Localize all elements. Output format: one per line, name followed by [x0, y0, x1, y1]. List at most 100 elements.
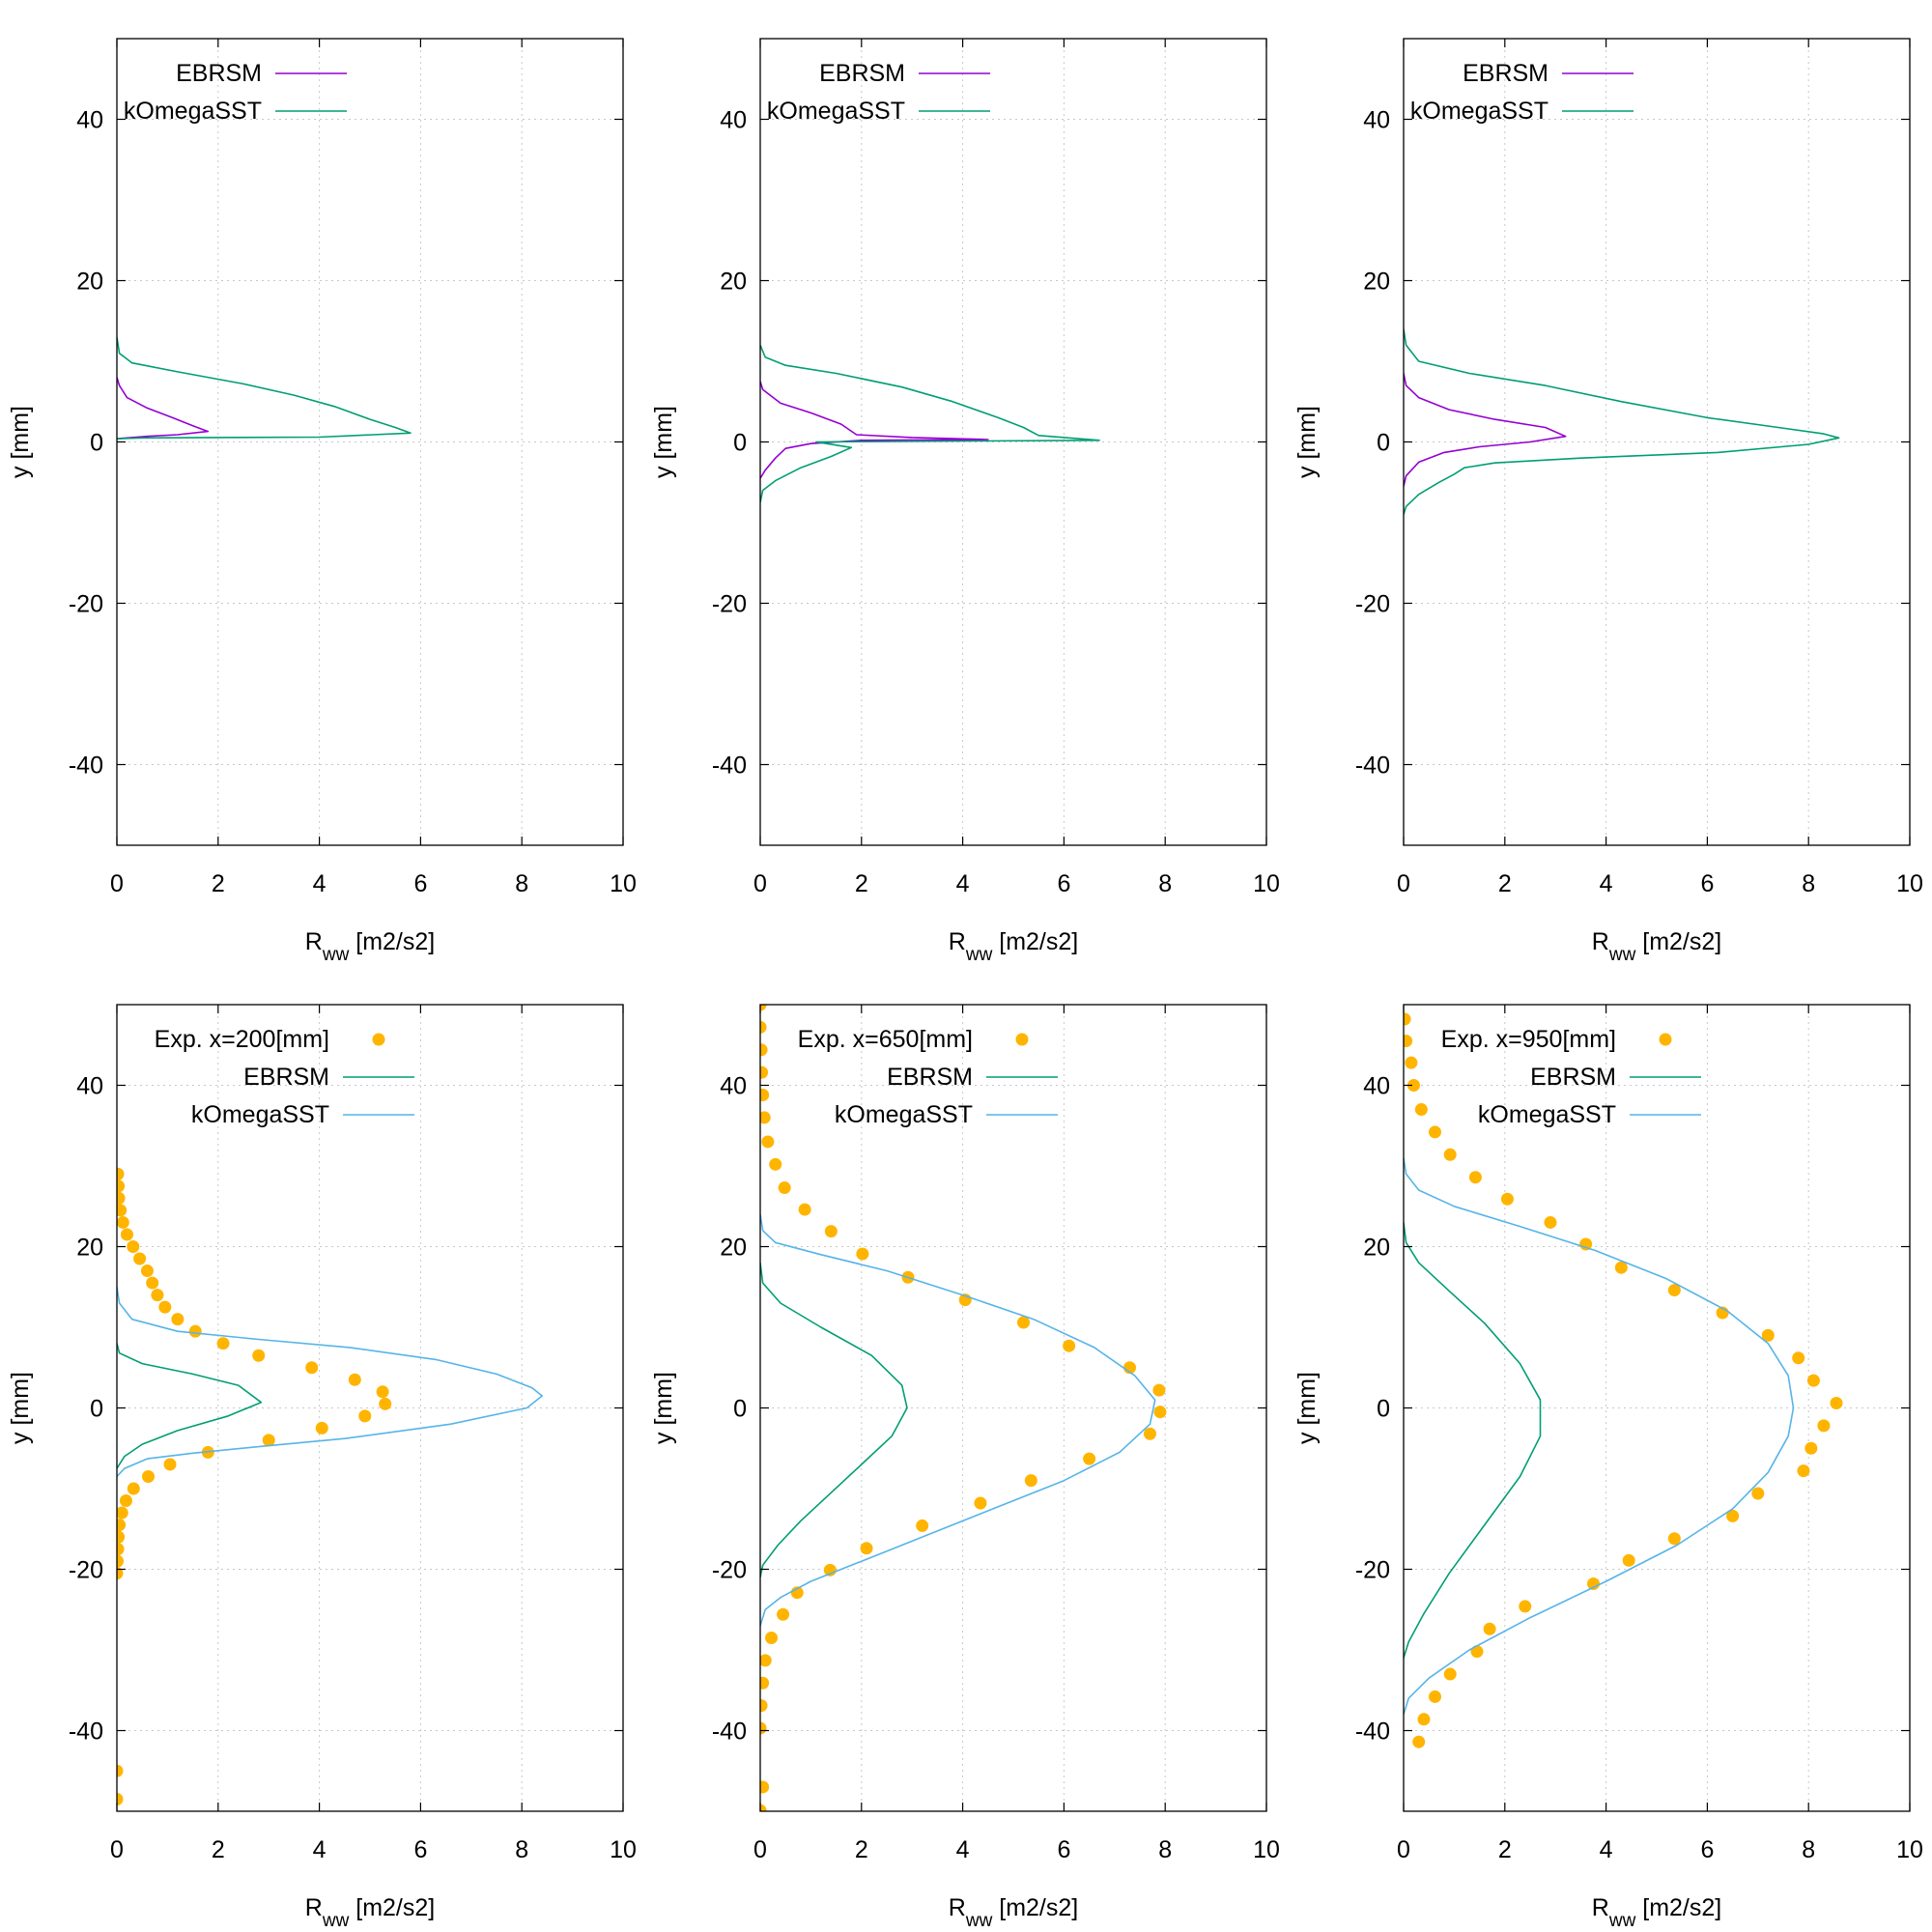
legend-label: EBRSM: [1530, 1064, 1616, 1091]
data-point: [127, 1482, 140, 1495]
x-tick-label: 6: [1700, 870, 1714, 897]
x-tick-label: 2: [855, 870, 868, 897]
legend-label: Exp. x=200[mm]: [155, 1026, 329, 1053]
y-tick-label: -20: [69, 1557, 103, 1584]
data-point: [163, 1458, 177, 1471]
legend-sample: [372, 1033, 385, 1046]
data-point: [117, 1204, 128, 1217]
data-point: [777, 1607, 790, 1621]
data-point: [348, 1373, 361, 1386]
y-tick-label: 0: [90, 430, 103, 457]
x-tick-label: 6: [413, 870, 427, 897]
x-axis-title: Rww [m2/s2]: [305, 928, 435, 965]
x-tick-label: 6: [413, 1836, 427, 1863]
series-line-1: [117, 1343, 263, 1469]
panel-2: 0 2 4 6 8 10 -40 -20 0 20 40 Rww [m2/s2] y [mm] EBRSM…: [650, 38, 1280, 965]
legend-label: EBRSM: [243, 1064, 329, 1091]
series-line-1: [1404, 1222, 1542, 1659]
data-point: [117, 1215, 129, 1229]
data-point: [760, 1721, 767, 1735]
y-tick-label: 40: [76, 107, 103, 134]
data-point: [974, 1496, 987, 1510]
x-tick-label: 6: [1057, 870, 1070, 897]
data-point: [1016, 1316, 1030, 1329]
x-tick-label: 10: [1896, 1836, 1923, 1863]
data-point: [1443, 1667, 1457, 1681]
data-point: [778, 1181, 791, 1195]
x-tick-label: 0: [110, 1836, 124, 1863]
data-point: [1063, 1339, 1076, 1352]
data-point: [1417, 1713, 1431, 1726]
data-point: [760, 1111, 771, 1124]
x-tick-label: 0: [1397, 1836, 1410, 1863]
legend-label: EBRSM: [1463, 60, 1548, 87]
plot-area: [760, 344, 1100, 503]
data-point: [305, 1361, 319, 1375]
data-point: [916, 1519, 929, 1532]
data-point: [315, 1421, 328, 1435]
data-point: [117, 1764, 124, 1777]
y-axis-title: y [mm]: [1293, 1372, 1321, 1444]
panel-1: 0 2 4 6 8 10 -40 -20 0 20 40 Rww [m2/s2] y [mm] EBRSM…: [7, 38, 637, 965]
data-point: [1830, 1396, 1843, 1409]
x-tick-label: 0: [110, 870, 124, 897]
x-tick-label: 4: [313, 870, 327, 897]
x-axis-title-sub: ww: [965, 945, 993, 965]
data-point: [860, 1542, 873, 1555]
legend-label: EBRSM: [819, 60, 905, 87]
x-tick-label: 10: [1253, 870, 1280, 897]
legend: Exp. x=650[mm] EBRSM kOmegaSST: [798, 1026, 1058, 1128]
legend-label: kOmegaSST: [1478, 1101, 1616, 1128]
y-tick-label: 20: [76, 269, 103, 296]
y-tick-label: 40: [720, 1073, 747, 1100]
series-line-0: [1404, 373, 1567, 487]
y-tick-label: -40: [1355, 753, 1390, 780]
x-axis-title-main: R: [1592, 1894, 1609, 1921]
x-tick-label: 8: [515, 1836, 528, 1863]
data-point: [1153, 1406, 1167, 1419]
data-point: [760, 1654, 772, 1667]
x-tick-label: 10: [1896, 870, 1923, 897]
panel-5: 0 2 4 6 8 10 -40 -20 0 20 40 Rww [m2/s2] y [mm] Exp. …: [650, 1004, 1280, 1931]
y-tick-label: 20: [1363, 269, 1390, 296]
y-tick-label: -40: [69, 1719, 103, 1746]
data-point: [1667, 1284, 1681, 1297]
y-tick-label: 40: [720, 107, 747, 134]
y-tick-label: 20: [1363, 1235, 1390, 1262]
legend-label: Exp. x=950[mm]: [1441, 1026, 1616, 1053]
y-tick-label: -40: [712, 1719, 747, 1746]
y-axis-title: y [mm]: [650, 406, 677, 478]
x-tick-label: 8: [1802, 870, 1815, 897]
x-tick-label: 8: [1158, 1836, 1172, 1863]
data-point: [216, 1337, 230, 1350]
data-point: [1792, 1351, 1805, 1365]
x-axis-title-unit: [m2/s2]: [992, 1894, 1078, 1921]
x-tick-label: 2: [855, 1836, 868, 1863]
legend-label: kOmegaSST: [835, 1101, 973, 1128]
panel-4: 0 2 4 6 8 10 -40 -20 0 20 40 Rww [m2/s2] y [mm] Exp. …: [7, 1004, 637, 1931]
x-tick-label: 6: [1700, 1836, 1714, 1863]
series-line-2: [117, 1287, 544, 1478]
data-point: [1519, 1600, 1532, 1613]
x-tick-label: 10: [610, 1836, 637, 1863]
data-point: [117, 1530, 126, 1544]
data-point: [1797, 1464, 1810, 1478]
data-point: [120, 1228, 133, 1241]
series-line-2: [1404, 1157, 1795, 1716]
data-point: [760, 1089, 770, 1102]
data-point: [141, 1469, 155, 1483]
data-point: [760, 1005, 767, 1011]
x-axis-title-unit: [m2/s2]: [992, 928, 1078, 955]
data-point: [1428, 1690, 1441, 1703]
x-tick-label: 8: [515, 870, 528, 897]
y-tick-label: 0: [733, 430, 747, 457]
x-tick-label: 2: [1498, 1836, 1512, 1863]
y-axis-title: y [mm]: [650, 1372, 677, 1444]
x-axis-title-unit: [m2/s2]: [349, 1894, 435, 1921]
data-point: [117, 1543, 125, 1556]
panel-6: 0 2 4 6 8 10 -40 -20 0 20 40 Rww [m2/s2] y [mm] Exp. …: [1293, 1004, 1923, 1931]
y-tick-label: 40: [1363, 1073, 1390, 1100]
y-axis-title: y [mm]: [7, 1372, 34, 1444]
y-tick-label: 40: [76, 1073, 103, 1100]
